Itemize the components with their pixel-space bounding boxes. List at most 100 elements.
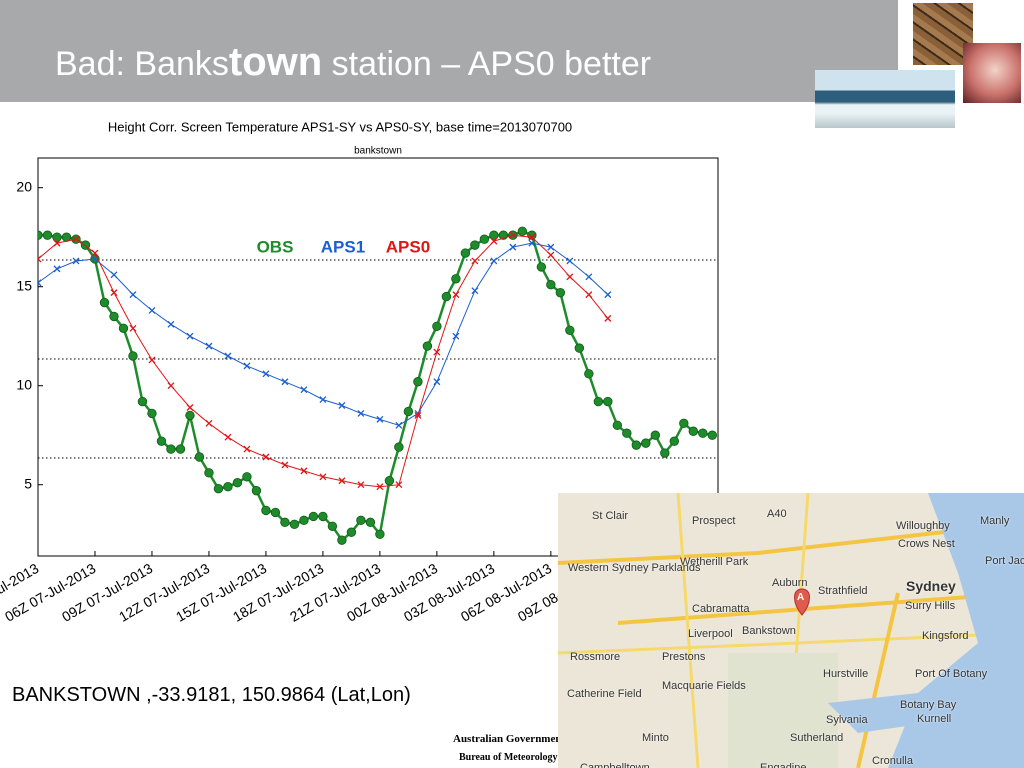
map-label: Catherine Field bbox=[567, 688, 642, 700]
model-point bbox=[528, 239, 536, 247]
obs-point bbox=[42, 230, 53, 240]
model-point bbox=[300, 386, 308, 394]
obs-point bbox=[175, 444, 186, 454]
obs-point bbox=[52, 232, 62, 242]
model-point bbox=[167, 382, 175, 390]
obs-point bbox=[346, 527, 357, 537]
map-label: Sydney bbox=[906, 578, 956, 594]
obs-point bbox=[413, 377, 423, 387]
obs-point bbox=[375, 529, 385, 539]
model-point bbox=[414, 409, 422, 417]
map-label: Port Jackson bbox=[985, 555, 1024, 567]
map-label: Campbelltown bbox=[580, 762, 650, 768]
map-label: Engadine bbox=[760, 762, 807, 768]
chart-title: Height Corr. Screen Temperature APS1-SY … bbox=[108, 119, 572, 134]
model-point bbox=[395, 481, 403, 489]
model-point bbox=[528, 233, 536, 241]
model-point bbox=[604, 314, 612, 322]
y-tick-label: 5 bbox=[24, 475, 32, 491]
model-point bbox=[452, 291, 460, 299]
obs-point bbox=[555, 287, 566, 298]
model-point bbox=[566, 273, 574, 281]
map-label: Willoughby bbox=[896, 520, 950, 532]
model-point bbox=[129, 324, 137, 332]
obs-point bbox=[204, 468, 214, 478]
obs-point bbox=[470, 240, 480, 250]
obs-point bbox=[460, 248, 471, 258]
obs-point bbox=[356, 515, 366, 526]
y-tick-label: 15 bbox=[16, 277, 32, 293]
map-pin bbox=[794, 588, 810, 616]
map-label: Wetherill Park bbox=[680, 556, 749, 568]
model-point bbox=[319, 396, 327, 404]
model-point bbox=[262, 453, 270, 461]
map-label: St Clair bbox=[592, 510, 629, 522]
obs-point bbox=[194, 452, 205, 462]
obs-point bbox=[565, 325, 575, 335]
map-label: Cabramatta bbox=[692, 603, 750, 615]
map-label: A bbox=[797, 592, 805, 603]
obs-point bbox=[679, 418, 689, 429]
obs-point bbox=[99, 297, 110, 308]
model-point bbox=[129, 291, 137, 299]
model-point bbox=[167, 320, 175, 328]
obs-point bbox=[289, 519, 300, 530]
model-point bbox=[72, 257, 80, 265]
obs-point bbox=[574, 343, 585, 353]
map-label: Macquarie Fields bbox=[662, 680, 746, 692]
obs-point bbox=[593, 396, 604, 407]
model-point bbox=[414, 411, 422, 419]
map-roads bbox=[558, 493, 1024, 768]
model-point bbox=[38, 279, 42, 287]
model-point bbox=[148, 307, 156, 314]
obs-point bbox=[118, 323, 129, 333]
map-label: Crows Nest bbox=[898, 538, 955, 550]
model-point bbox=[224, 433, 232, 441]
map-label: Strathfield bbox=[818, 585, 868, 597]
obs-point bbox=[109, 311, 119, 322]
model-point bbox=[357, 481, 365, 489]
obs-point bbox=[441, 291, 452, 302]
map-label: Cronulla bbox=[872, 755, 913, 767]
map-label: Manly bbox=[980, 515, 1010, 527]
obs-point bbox=[261, 505, 271, 516]
map-label: Port Of Botany bbox=[915, 668, 988, 680]
model-point bbox=[490, 237, 498, 245]
model-point bbox=[452, 332, 460, 340]
obs-point bbox=[479, 234, 490, 244]
map-label: Kurnell bbox=[917, 713, 952, 725]
obs-point bbox=[185, 410, 195, 421]
map-label: Surry Hills bbox=[905, 600, 956, 612]
model-point bbox=[509, 243, 517, 251]
model-point bbox=[281, 378, 289, 386]
obs-point bbox=[223, 481, 233, 492]
location-caption: BANKSTOWN ,-33.9181, 150.9864 (Lat,Lon) bbox=[12, 684, 411, 706]
obs-point bbox=[631, 440, 642, 450]
obs-point bbox=[166, 444, 176, 454]
model-point bbox=[604, 291, 612, 299]
model-point bbox=[205, 419, 213, 427]
obs-point bbox=[38, 230, 43, 240]
plot-area bbox=[38, 226, 718, 545]
model-point bbox=[281, 461, 289, 469]
obs-point bbox=[422, 341, 433, 351]
model-point bbox=[376, 415, 384, 423]
model-point bbox=[433, 348, 441, 356]
photo-cloud bbox=[963, 43, 1021, 103]
map-label: Sutherland bbox=[790, 732, 844, 744]
model-point bbox=[338, 477, 346, 485]
model-point bbox=[509, 231, 517, 239]
model-point bbox=[547, 243, 555, 251]
model-point bbox=[53, 265, 61, 273]
legend-entry: APS1 bbox=[321, 237, 365, 256]
map-label: A40 bbox=[767, 508, 787, 520]
model-point bbox=[376, 483, 384, 491]
model-point bbox=[471, 257, 479, 265]
obs-point bbox=[584, 369, 594, 379]
title-part: town bbox=[228, 40, 323, 84]
obs-point bbox=[270, 507, 281, 518]
obs-point bbox=[308, 511, 319, 522]
obs-point bbox=[365, 517, 376, 528]
